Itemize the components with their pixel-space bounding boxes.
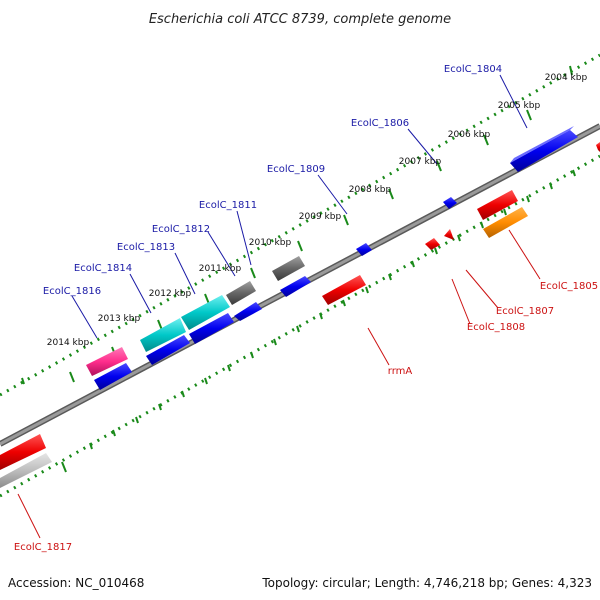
gene-ecolc-1806[interactable] (443, 197, 457, 209)
gene-ecolc-1809[interactable] (356, 243, 372, 256)
label-ecolc-1817[interactable]: EcolC_1817 (14, 542, 72, 553)
label-ecolc-1811[interactable]: EcolC_1811 (199, 200, 257, 211)
scale-label-2012: 2012 kbp (149, 289, 192, 299)
label-rrma[interactable]: rrmA (388, 366, 413, 377)
gene-ecolc-1807[interactable] (444, 229, 454, 240)
gene-ecolc-1805[interactable] (477, 190, 528, 238)
top-gene-labels: EcolC_1804 EcolC_1806 EcolC_1809 EcolC_1… (43, 64, 502, 297)
scale-label-2011: 2011 kbp (199, 264, 242, 274)
label-ecolc-1805[interactable]: EcolC_1805 (540, 281, 598, 292)
bottom-gene-labels: EcolC_1805 EcolC_1807 EcolC_1808 rrmA Ec… (14, 281, 598, 553)
label-ecolc-1814[interactable]: EcolC_1814 (74, 263, 132, 274)
label-ecolc-1807[interactable]: EcolC_1807 (496, 306, 554, 317)
gene-ecolc-1812[interactable] (181, 295, 234, 344)
label-ecolc-1816[interactable]: EcolC_1816 (43, 286, 101, 297)
scale-labels: 2004 kbp 2005 kbp 2006 kbp 2007 kbp 2008… (47, 73, 588, 348)
scale-label-2013: 2013 kbp (98, 314, 141, 324)
scale-label-2007: 2007 kbp (399, 157, 442, 167)
label-ecolc-1806[interactable]: EcolC_1806 (351, 118, 409, 129)
leader-lines-top (71, 74, 528, 339)
scale-label-2014: 2014 kbp (47, 338, 90, 348)
gene-rrma[interactable] (322, 275, 366, 305)
label-ecolc-1812[interactable]: EcolC_1812 (152, 224, 210, 235)
label-ecolc-1804[interactable]: EcolC_1804 (444, 64, 502, 75)
scale-label-2010: 2010 kbp (249, 238, 292, 248)
label-ecolc-1808[interactable]: EcolC_1808 (467, 322, 525, 333)
leader-lines-bottom (17, 229, 541, 539)
scale-label-2004: 2004 kbp (545, 73, 588, 83)
gene-ecolc-1804[interactable] (510, 126, 578, 172)
scale-label-2009: 2009 kbp (299, 212, 342, 222)
map-title: Escherichia coli ATCC 8739, complete gen… (149, 12, 451, 27)
gene-ecolc-1816[interactable] (86, 347, 132, 390)
ruler-outer (0, 53, 600, 397)
gene-ecolc-1813[interactable] (140, 318, 190, 365)
label-ecolc-1813[interactable]: EcolC_1813 (117, 242, 175, 253)
scale-label-2008: 2008 kbp (349, 185, 392, 195)
accession-text: Accession: NC_010468 (8, 576, 144, 590)
label-ecolc-1809[interactable]: EcolC_1809 (267, 164, 325, 175)
scale-label-2006: 2006 kbp (448, 130, 491, 140)
gene-ecolc-1810[interactable] (272, 256, 311, 297)
ruler-inner (0, 154, 600, 498)
genome-summary-text: Topology: circular; Length: 4,746,218 bp… (261, 576, 592, 590)
gene-arrow-right-edge[interactable] (596, 142, 600, 152)
scale-label-2005: 2005 kbp (498, 101, 541, 111)
gene-ecolc-1811[interactable] (226, 281, 262, 321)
gene-ecolc-1808[interactable] (425, 238, 440, 250)
gene-ecolc-1817[interactable] (0, 434, 52, 488)
